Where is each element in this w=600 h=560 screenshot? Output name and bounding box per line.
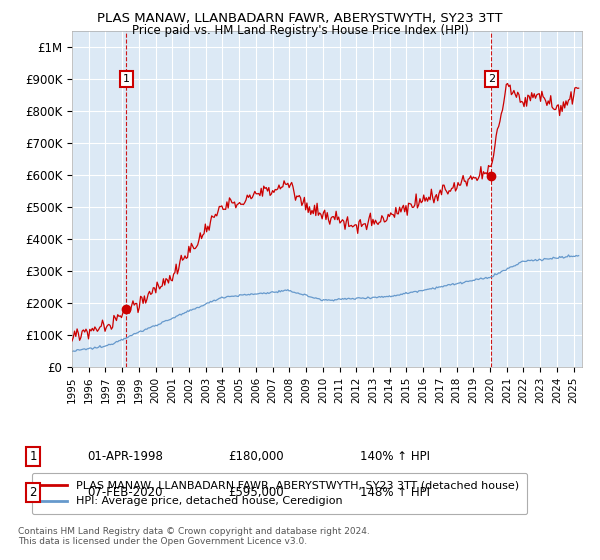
Text: 07-FEB-2020: 07-FEB-2020 bbox=[87, 486, 163, 500]
Text: 1: 1 bbox=[123, 74, 130, 84]
Text: 2: 2 bbox=[29, 486, 37, 500]
Text: 2: 2 bbox=[488, 74, 495, 84]
Text: £180,000: £180,000 bbox=[228, 450, 284, 463]
Text: 1: 1 bbox=[29, 450, 37, 463]
Text: PLAS MANAW, LLANBADARN FAWR, ABERYSTWYTH, SY23 3TT: PLAS MANAW, LLANBADARN FAWR, ABERYSTWYTH… bbox=[97, 12, 503, 25]
Text: 01-APR-1998: 01-APR-1998 bbox=[87, 450, 163, 463]
Text: Price paid vs. HM Land Registry's House Price Index (HPI): Price paid vs. HM Land Registry's House … bbox=[131, 24, 469, 36]
Text: 148% ↑ HPI: 148% ↑ HPI bbox=[360, 486, 430, 500]
Text: £595,000: £595,000 bbox=[228, 486, 284, 500]
Legend: PLAS MANAW, LLANBADARN FAWR, ABERYSTWYTH, SY23 3TT (detached house), HPI: Averag: PLAS MANAW, LLANBADARN FAWR, ABERYSTWYTH… bbox=[32, 473, 527, 514]
Text: Contains HM Land Registry data © Crown copyright and database right 2024.
This d: Contains HM Land Registry data © Crown c… bbox=[18, 526, 370, 546]
Text: 140% ↑ HPI: 140% ↑ HPI bbox=[360, 450, 430, 463]
